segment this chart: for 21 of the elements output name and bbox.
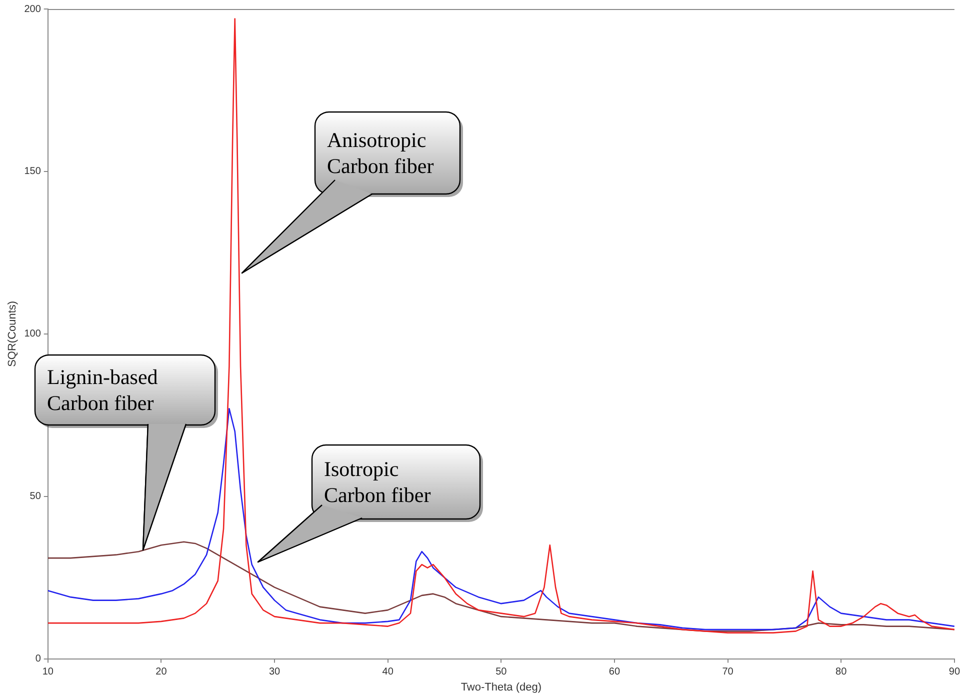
speech-bubble: Isotropic Carbon fiber [257, 444, 483, 563]
x-axis-title: Two-Theta (deg) [460, 681, 542, 694]
x-tick-label: 90 [948, 666, 960, 678]
annotation: Anisotropic Carbon fiber [327, 128, 434, 178]
x-tick-label: 70 [722, 666, 734, 678]
x-tick-label: 50 [496, 666, 508, 678]
x-tick-label: 80 [836, 666, 848, 678]
annotation: Isotropic Carbon fiber [324, 457, 431, 507]
y-tick-label: 200 [24, 4, 42, 15]
speech-bubble: Anisotropic Carbon fiber [241, 111, 463, 274]
x-tick-label: 40 [382, 666, 394, 678]
y-tick-label: 100 [24, 328, 42, 340]
y-tick-label: 150 [24, 166, 42, 178]
x-tick-label: 30 [268, 666, 281, 678]
x-tick-label: 60 [608, 666, 620, 678]
x-tick-label: 20 [156, 666, 168, 678]
annotation: Lignin-based Carbon fiber [47, 365, 158, 415]
y-axis-title: SQR(Counts) [6, 300, 19, 367]
y-tick-label: 0 [35, 654, 42, 665]
y-tick-label: 50 [30, 491, 42, 502]
x-tick-label: 10 [42, 666, 54, 678]
